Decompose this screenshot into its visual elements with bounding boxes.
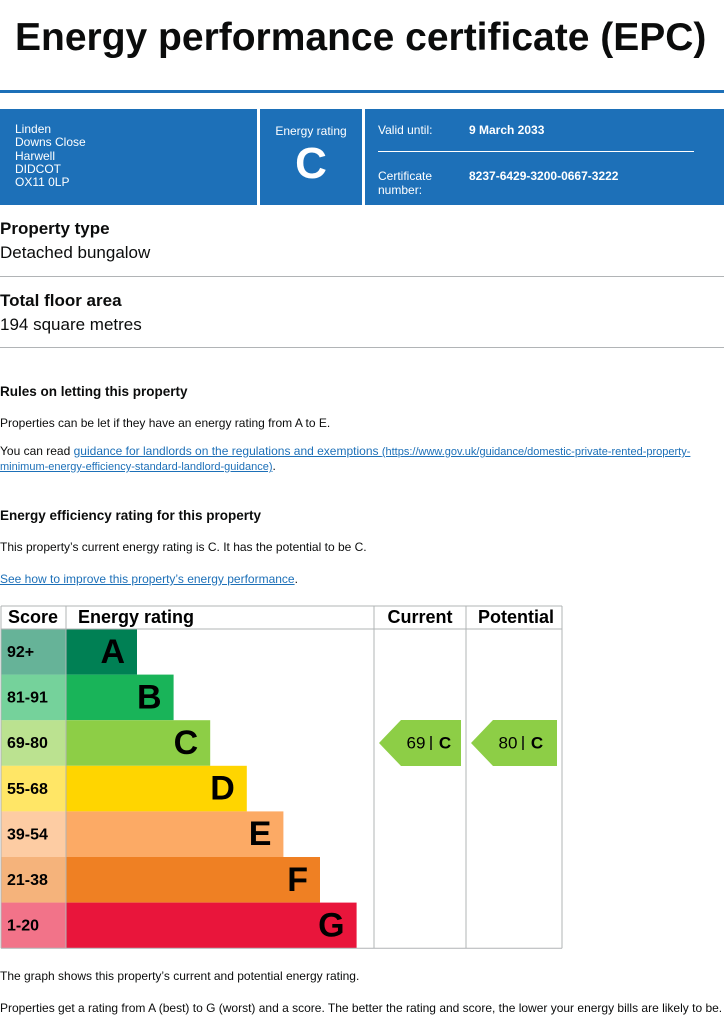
address-line: Downs Close xyxy=(15,135,86,150)
rating-bar xyxy=(66,765,247,812)
score-cell xyxy=(1,857,66,903)
address-line: DIDCOT xyxy=(15,161,61,176)
score-cell xyxy=(1,765,66,812)
rating-chart: Score Energy rating Current Potential 92+ A 81… xyxy=(0,605,563,949)
divider xyxy=(0,276,724,277)
score-cell xyxy=(1,902,66,949)
summary-box: Linden Downs Close Harwell DIDCOT OX11 0… xyxy=(0,109,724,205)
paragraph: The graph shows this property’s current … xyxy=(0,969,360,983)
rating-letter: F xyxy=(287,861,308,899)
paragraph: Properties get a rating from A (best) to… xyxy=(0,1001,723,1015)
valid-date: 9 March 2033 xyxy=(469,123,545,137)
score-range: 92+ xyxy=(7,644,34,661)
paragraph: This property’s current energy rating is… xyxy=(0,540,367,554)
score-cell xyxy=(1,629,66,675)
score-cell xyxy=(1,811,66,857)
column-header: Current xyxy=(387,607,452,627)
rating-letter: A xyxy=(100,633,125,671)
rating-letter: B xyxy=(137,678,162,716)
score-range: 69-80 xyxy=(7,735,48,752)
column-header: Score xyxy=(8,607,58,627)
score-range: 21-38 xyxy=(7,872,48,889)
separator xyxy=(362,109,365,205)
rating-value: C xyxy=(295,139,327,188)
rating-letter: D xyxy=(210,770,235,808)
section-value: 194 square metres xyxy=(0,315,142,334)
rating-arrow xyxy=(471,720,557,766)
score-cell xyxy=(1,720,66,766)
address-line: OX11 0LP xyxy=(15,175,70,190)
address-line: Harwell xyxy=(15,148,56,163)
separator xyxy=(257,109,260,205)
page-title: Energy performance certificate (EPC) xyxy=(15,16,707,59)
divider xyxy=(378,151,694,152)
rating-label: Energy rating xyxy=(275,124,347,138)
section-heading: Energy efficiency rating for this proper… xyxy=(0,508,262,523)
score-range: 39-54 xyxy=(7,826,48,843)
column-header: Potential xyxy=(478,607,554,627)
rating-letter: E xyxy=(249,815,272,853)
text: . xyxy=(294,572,298,586)
rating-bar xyxy=(66,857,320,903)
arrow-letter: C xyxy=(439,733,451,752)
paragraph: Properties can be let if they have an en… xyxy=(0,416,331,430)
certificate-label: Certificate number: xyxy=(378,169,433,197)
valid-label: Valid until: xyxy=(378,123,433,137)
section-value: Detached bungalow xyxy=(0,243,151,262)
section-heading: Property type xyxy=(0,219,110,238)
section-heading: Total floor area xyxy=(0,291,122,310)
score-cell xyxy=(1,674,66,721)
rating-bar xyxy=(66,674,174,721)
arrow-score: 69 xyxy=(407,733,426,752)
divider xyxy=(0,347,724,348)
certificate-number: 8237-6429-3200-0667-3222 xyxy=(469,169,619,183)
text: . xyxy=(272,459,276,473)
text: You can read xyxy=(0,444,74,458)
rating-letter: C xyxy=(174,724,199,762)
rating-bar xyxy=(66,720,211,766)
column-header: Energy rating xyxy=(78,607,194,627)
link-url[interactable]: (https://www.gov.uk/guidance/domestic-pr… xyxy=(0,446,691,473)
link[interactable]: See how to improve this property’s energ… xyxy=(0,572,295,586)
rating-bar xyxy=(66,902,357,949)
rating-bar xyxy=(66,811,284,857)
arrow-score: 80 xyxy=(499,733,518,752)
section-heading: Rules on letting this property xyxy=(0,384,188,399)
score-range: 1-20 xyxy=(7,918,39,935)
header-rule xyxy=(0,90,724,93)
link-text[interactable]: guidance for landlords on the regulation… xyxy=(73,444,379,458)
score-range: 81-91 xyxy=(7,690,48,707)
address-line: Linden xyxy=(15,122,52,136)
arrow-letter: C xyxy=(531,733,543,752)
rating-letter: G xyxy=(318,906,344,944)
address: Linden Downs Close Harwell DIDCOT OX11 0… xyxy=(15,122,86,190)
link[interactable]: guidance for landlords on the regulation… xyxy=(0,444,690,473)
paragraph: See how to improve this property’s energ… xyxy=(0,572,724,586)
rating-bar xyxy=(66,629,137,675)
rating-arrow xyxy=(379,720,461,766)
score-range: 55-68 xyxy=(7,781,48,798)
paragraph: You can read guidance for landlords on t… xyxy=(0,444,724,474)
